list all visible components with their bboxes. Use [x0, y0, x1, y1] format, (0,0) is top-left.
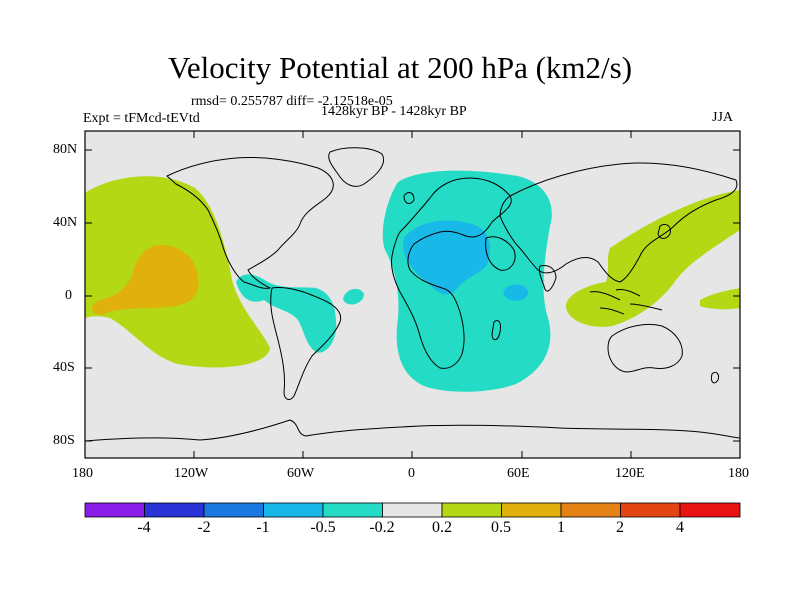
lat-label-40n: 40N	[53, 215, 78, 230]
japan-coastline	[657, 223, 671, 239]
antarctica-coastline	[85, 419, 740, 442]
asia-coastline	[499, 162, 738, 283]
atlantic-negative-spot	[343, 288, 364, 305]
colorbar-label: -4	[137, 519, 151, 536]
madagascar-coastline	[491, 319, 501, 341]
north-america-coastline	[166, 157, 334, 289]
lon-label-180e: 180	[728, 466, 749, 481]
maritime-islands-coastline	[589, 289, 663, 315]
colorbar-box-6	[382, 502, 443, 518]
colorbar-box-7	[441, 502, 502, 518]
longitude-ticks	[84, 131, 741, 458]
africa-strong-negative-region	[403, 220, 491, 295]
colorbar-box-3	[203, 502, 264, 518]
colorbar-label: -0.5	[310, 519, 336, 536]
lon-label-60w: 60W	[287, 466, 315, 481]
colorbar-box-9	[560, 502, 621, 518]
colorbar-label: -2	[197, 519, 211, 536]
contour-fields	[85, 170, 740, 392]
season-label: JJA	[712, 110, 734, 125]
experiment-label: Expt = tFMcd-tEVtd	[83, 111, 200, 126]
colorbar-box-1	[84, 502, 145, 518]
colorbar-box-8	[501, 502, 562, 518]
colorbar-box-5	[322, 502, 383, 518]
colorbar-box-2	[144, 502, 205, 518]
colorbar-box-10	[620, 502, 681, 518]
new-zealand-coastline	[711, 371, 719, 384]
colorbar-label: 1	[557, 519, 565, 536]
colorbar-box-4	[263, 502, 324, 518]
latitude-ticks	[85, 149, 740, 442]
lat-label-80s: 80S	[53, 433, 75, 448]
colorbar-label: 4	[676, 519, 684, 536]
lon-label-120w: 120W	[174, 466, 209, 481]
lat-label-0: 0	[65, 288, 72, 303]
british-isles-coastline	[403, 192, 415, 204]
west-pacific-positive-region	[566, 190, 740, 327]
pacific-strong-positive-region	[91, 245, 199, 315]
south-america-coastline	[270, 287, 342, 400]
greenland-coastline	[328, 147, 384, 187]
lon-label-120e: 120E	[615, 466, 645, 481]
colorbar-label: -0.2	[369, 519, 395, 536]
colorbar-label: 0.5	[491, 519, 511, 536]
south-america-negative-region	[236, 274, 337, 353]
indian-ocean-negative-spot	[503, 284, 528, 301]
europe-africa-coastline	[391, 177, 512, 369]
period-label: 1428kyr BP - 1428kyr BP	[321, 104, 467, 119]
lon-label-60e: 60E	[507, 466, 530, 481]
lon-label-180w: 180	[72, 466, 93, 481]
map-title: Velocity Potential at 200 hPa (km2/s)	[167, 50, 633, 85]
lat-label-40s: 40S	[53, 360, 75, 375]
lon-label-0: 0	[408, 466, 415, 481]
colorbar-label: 0.2	[432, 519, 452, 536]
stats-text: rmsd= 0.255787 diff= -2.12518e-05	[191, 94, 393, 109]
colorbar-label: 2	[616, 519, 624, 536]
arabia-india-coastline	[485, 236, 557, 292]
australia-coastline	[607, 323, 683, 373]
colorbar-label: -1	[256, 519, 270, 536]
colorbar	[84, 502, 741, 518]
dateline-positive-region	[700, 288, 740, 310]
colorbar-box-11	[679, 502, 741, 518]
coastlines	[85, 147, 740, 442]
lat-label-80n: 80N	[53, 142, 78, 157]
